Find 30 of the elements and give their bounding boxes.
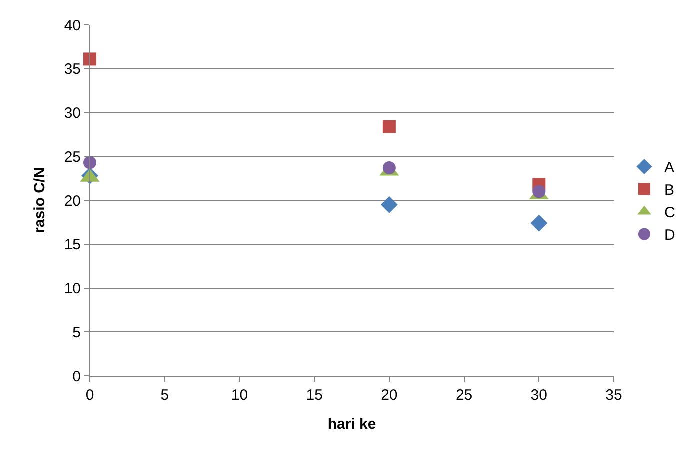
y-tick-label: 10 [64,280,81,298]
x-tick-label: 15 [306,387,323,404]
x-tick-label: 35 [606,387,622,404]
x-tick-label: 5 [160,387,170,404]
x-tick-label: 20 [381,387,398,404]
x-tick-label: 0 [86,387,94,404]
x-tick-label: 25 [456,387,473,404]
y-tick-label: 0 [72,368,81,386]
point [382,162,396,175]
point [84,156,96,170]
x-tick-label: 30 [530,387,548,404]
y-tick-label: 30 [64,105,81,122]
point [84,52,96,66]
point [532,185,546,198]
legend-label: C [664,204,676,222]
point [380,196,398,214]
legend-label: D [664,227,676,244]
y-tick-label: 20 [64,192,81,210]
x-axis-title: hari ke [328,416,376,433]
point [382,120,396,134]
y-tick-label: 15 [64,236,81,254]
y-tick-label: 35 [64,61,81,78]
point [530,214,548,232]
y-tick-label: 5 [72,324,81,342]
legend-label: B [664,182,674,200]
y-axis-title: rasio C/N [32,168,49,234]
y-tick-label: 40 [64,17,81,34]
x-tick-label: 10 [231,387,248,404]
legend-label: A [664,160,674,177]
y-tick-label: 25 [64,148,81,166]
